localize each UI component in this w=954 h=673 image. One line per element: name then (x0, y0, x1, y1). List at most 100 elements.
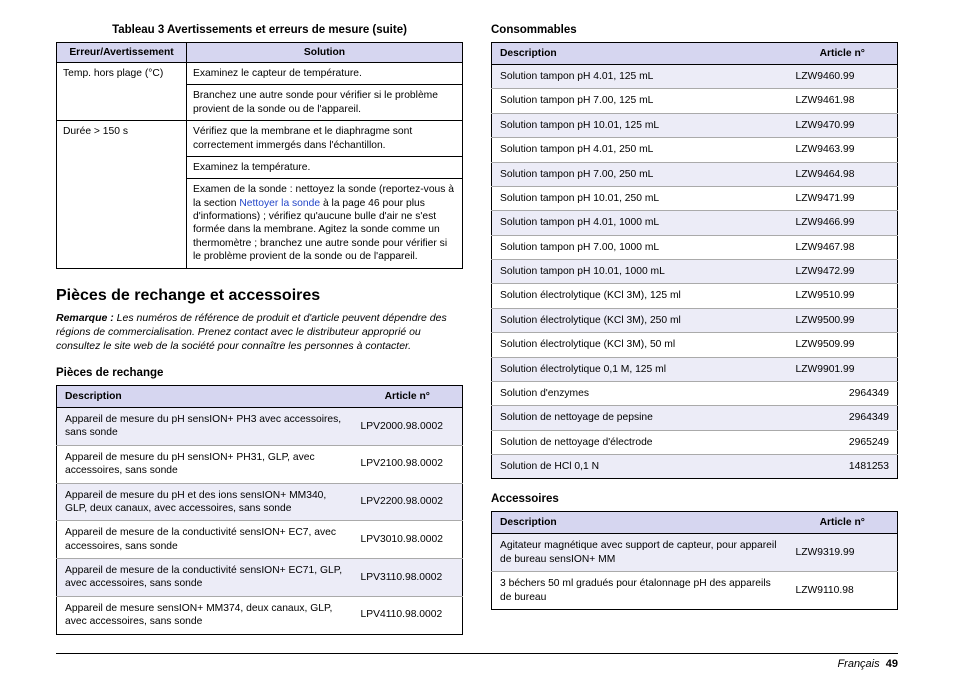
table-row: Solution de nettoyage de pepsine2964349 (492, 406, 898, 430)
heading-spare-accessories: Pièces de rechange et accessoires (56, 287, 463, 305)
table-accessories: Description Article n° Agitateur magnéti… (491, 511, 898, 610)
cell-article: LPV2000.98.0002 (353, 408, 463, 446)
cell-article: LPV3010.98.0002 (353, 521, 463, 559)
sol-temp-2: Branchez une autre sonde pour vérifier s… (187, 85, 463, 121)
cell-description: Solution d'enzymes (492, 381, 788, 405)
table-consumables: Description Article n° Solution tampon p… (491, 42, 898, 479)
cell-description: Solution de HCl 0,1 N (492, 455, 788, 479)
heading-consumables: Consommables (491, 24, 898, 36)
table-row: Appareil de mesure de la conductivité se… (57, 521, 463, 559)
cell-article: LZW9319.99 (788, 534, 898, 572)
table-row: Solution de nettoyage d'électrode2965249 (492, 430, 898, 454)
table-row: Agitateur magnétique avec support de cap… (492, 534, 898, 572)
heading-accessories: Accessoires (491, 493, 898, 505)
cell-article: LZW9463.99 (788, 138, 898, 162)
cell-description: Agitateur magnétique avec support de cap… (492, 534, 788, 572)
cell-article: 2965249 (788, 430, 898, 454)
cell-description: Solution tampon pH 4.01, 250 mL (492, 138, 788, 162)
cell-description: Solution de nettoyage d'électrode (492, 430, 788, 454)
sol-dur-3: Examen de la sonde : nettoyez la sonde (… (187, 179, 463, 268)
table3-warnings: Erreur/Avertissement Solution Temp. hors… (56, 42, 463, 269)
table-row: Solution tampon pH 4.01, 125 mLLZW9460.9… (492, 65, 898, 89)
th-article: Article n° (353, 386, 463, 408)
table-row: 3 béchers 50 ml gradués pour étalonnage … (492, 572, 898, 610)
cell-article: LZW9460.99 (788, 65, 898, 89)
cell-description: Solution tampon pH 7.00, 1000 mL (492, 235, 788, 259)
th-article: Article n° (788, 512, 898, 534)
cell-description: Appareil de mesure de la conductivité se… (57, 521, 353, 559)
table-row: Solution tampon pH 10.01, 1000 mLLZW9472… (492, 260, 898, 284)
table-row: Solution électrolytique (KCl 3M), 50 mlL… (492, 333, 898, 357)
table-row: Solution de HCl 0,1 N1481253 (492, 455, 898, 479)
th-error: Erreur/Avertissement (57, 43, 187, 63)
cell-article: LZW9110.98 (788, 572, 898, 610)
cell-article: 2964349 (788, 406, 898, 430)
cell-article: LZW9461.98 (788, 89, 898, 113)
sol-dur-2: Examinez la température. (187, 156, 463, 178)
sol-dur-1: Vérifiez que la membrane et le diaphragm… (187, 121, 463, 157)
table-row: Solution électrolytique 0,1 M, 125 mlLZW… (492, 357, 898, 381)
cell-description: Solution électrolytique 0,1 M, 125 ml (492, 357, 788, 381)
cell-description: Solution électrolytique (KCl 3M), 50 ml (492, 333, 788, 357)
err-duration: Durée > 150 s (57, 121, 187, 268)
cell-article: 1481253 (788, 455, 898, 479)
cell-description: Solution tampon pH 7.00, 125 mL (492, 89, 788, 113)
cell-article: LPV4110.98.0002 (353, 596, 463, 634)
note-distribution: Remarque : Les numéros de référence de p… (56, 311, 463, 354)
table-row: Solution électrolytique (KCl 3M), 125 ml… (492, 284, 898, 308)
cell-article: LZW9472.99 (788, 260, 898, 284)
cell-description: Appareil de mesure sensION+ MM374, deux … (57, 596, 353, 634)
table-row: Appareil de mesure du pH et des ions sen… (57, 483, 463, 521)
cell-article: LZW9500.99 (788, 308, 898, 332)
cell-article: LPV2100.98.0002 (353, 445, 463, 483)
cell-article: LZW9464.98 (788, 162, 898, 186)
table-row: Solution tampon pH 10.01, 125 mLLZW9470.… (492, 113, 898, 137)
table-row: Solution tampon pH 4.01, 250 mLLZW9463.9… (492, 138, 898, 162)
left-column: Tableau 3 Avertissements et erreurs de m… (56, 24, 463, 635)
cell-description: Appareil de mesure du pH et des ions sen… (57, 483, 353, 521)
th-solution: Solution (187, 43, 463, 63)
cell-article: LPV2200.98.0002 (353, 483, 463, 521)
link-clean-probe[interactable]: Nettoyer la sonde (239, 198, 320, 209)
th-desc: Description (492, 512, 788, 534)
footer-page: 49 (886, 658, 898, 670)
table-row: Appareil de mesure du pH sensION+ PH3 av… (57, 408, 463, 446)
cell-article: 2964349 (788, 381, 898, 405)
cell-description: Solution électrolytique (KCl 3M), 250 ml (492, 308, 788, 332)
table-row: Solution tampon pH 7.00, 1000 mLLZW9467.… (492, 235, 898, 259)
err-temp-out: Temp. hors plage (°C) (57, 63, 187, 121)
table-row: Appareil de mesure du pH sensION+ PH31, … (57, 445, 463, 483)
sol-temp-1: Examinez le capteur de température. (187, 63, 463, 85)
cell-description: Solution tampon pH 10.01, 1000 mL (492, 260, 788, 284)
two-column-layout: Tableau 3 Avertissements et erreurs de m… (56, 24, 898, 635)
cell-description: Solution tampon pH 4.01, 125 mL (492, 65, 788, 89)
table-row: Solution tampon pH 10.01, 250 mLLZW9471.… (492, 186, 898, 210)
heading-spare-parts: Pièces de rechange (56, 367, 463, 379)
cell-article: LZW9467.98 (788, 235, 898, 259)
table-row: Solution tampon pH 7.00, 125 mLLZW9461.9… (492, 89, 898, 113)
cell-article: LZW9509.99 (788, 333, 898, 357)
th-desc: Description (492, 43, 788, 65)
cell-description: Solution de nettoyage de pepsine (492, 406, 788, 430)
cell-article: LZW9466.99 (788, 211, 898, 235)
cell-description: Appareil de mesure du pH sensION+ PH3 av… (57, 408, 353, 446)
cell-description: Solution tampon pH 10.01, 125 mL (492, 113, 788, 137)
cell-description: Solution tampon pH 10.01, 250 mL (492, 186, 788, 210)
cell-article: LZW9470.99 (788, 113, 898, 137)
cell-description: 3 béchers 50 ml gradués pour étalonnage … (492, 572, 788, 610)
cell-description: Solution tampon pH 7.00, 250 mL (492, 162, 788, 186)
table-row: Solution tampon pH 7.00, 250 mLLZW9464.9… (492, 162, 898, 186)
cell-article: LZW9471.99 (788, 186, 898, 210)
cell-article: LPV3110.98.0002 (353, 559, 463, 597)
table3-caption: Tableau 3 Avertissements et erreurs de m… (56, 24, 463, 36)
page-footer: Français 49 (56, 653, 898, 670)
right-column: Consommables Description Article n° Solu… (491, 24, 898, 635)
cell-article: LZW9510.99 (788, 284, 898, 308)
table-row: Appareil de mesure sensION+ MM374, deux … (57, 596, 463, 634)
cell-description: Solution tampon pH 4.01, 1000 mL (492, 211, 788, 235)
table-row: Appareil de mesure de la conductivité se… (57, 559, 463, 597)
table-row: Solution électrolytique (KCl 3M), 250 ml… (492, 308, 898, 332)
table-row: Solution d'enzymes2964349 (492, 381, 898, 405)
table-spare-parts: Description Article n° Appareil de mesur… (56, 385, 463, 635)
cell-description: Solution électrolytique (KCl 3M), 125 ml (492, 284, 788, 308)
